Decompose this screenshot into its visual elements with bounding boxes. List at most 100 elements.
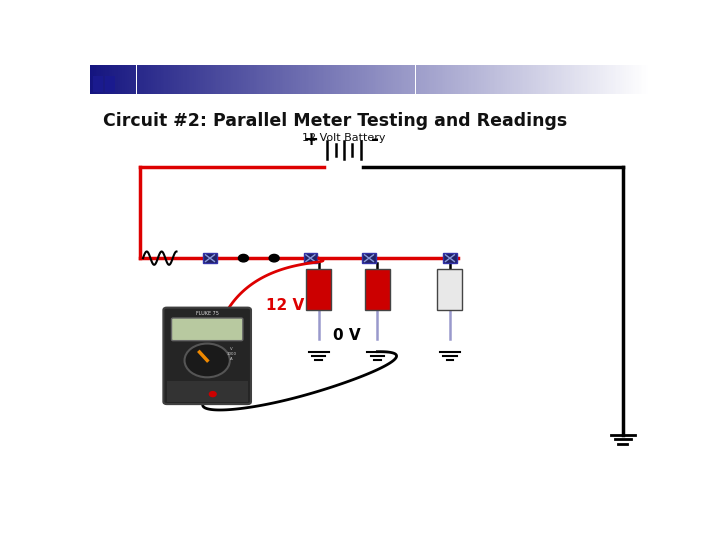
Bar [138, 65, 140, 94]
Bar [406, 65, 408, 94]
Bar [579, 65, 581, 94]
Bar [94, 65, 96, 94]
Bar [594, 65, 596, 94]
Bar [326, 65, 328, 94]
Bar [250, 65, 252, 94]
Bar [526, 65, 527, 94]
Bar [365, 268, 390, 310]
Bar [148, 65, 150, 94]
Bar [371, 65, 373, 94]
Bar [475, 65, 477, 94]
Bar [601, 65, 603, 94]
Bar [291, 65, 293, 94]
Bar [516, 65, 518, 94]
Bar [600, 65, 601, 94]
Bar [333, 65, 336, 94]
Bar [358, 65, 360, 94]
Bar [616, 65, 618, 94]
Bar [328, 65, 330, 94]
Bar [166, 65, 168, 94]
Bar [196, 65, 198, 94]
Bar [348, 65, 351, 94]
Bar [132, 65, 135, 94]
Bar [588, 65, 590, 94]
Bar [364, 65, 365, 94]
Bar [226, 65, 228, 94]
Bar [598, 65, 600, 94]
Bar [315, 65, 317, 94]
Bar [233, 65, 235, 94]
Bar [436, 65, 438, 94]
Bar [555, 65, 557, 94]
Bar [360, 65, 361, 94]
Bar [505, 65, 507, 94]
Bar [380, 65, 382, 94]
Bar [276, 65, 278, 94]
Bar [644, 65, 646, 94]
Bar [412, 65, 413, 94]
Bar [168, 65, 170, 94]
Bar [345, 65, 347, 94]
Bar [189, 65, 190, 94]
Bar [464, 65, 466, 94]
Bar [421, 65, 423, 94]
Bar [105, 76, 115, 84]
Bar [499, 65, 501, 94]
Bar [181, 65, 183, 94]
FancyBboxPatch shape [362, 253, 376, 263]
Bar [460, 65, 462, 94]
Bar [646, 65, 648, 94]
Bar [454, 65, 456, 94]
FancyBboxPatch shape [444, 253, 456, 263]
Bar [311, 65, 313, 94]
Bar [248, 65, 250, 94]
Text: 12 Volt Battery: 12 Volt Battery [302, 132, 386, 143]
Bar [507, 65, 508, 94]
Bar [473, 65, 475, 94]
Bar [142, 65, 144, 94]
Bar [190, 65, 192, 94]
Bar [140, 65, 142, 94]
Bar [547, 65, 549, 94]
Bar [105, 65, 107, 94]
Bar [384, 65, 386, 94]
Bar [198, 65, 199, 94]
Bar [510, 65, 512, 94]
Bar [347, 65, 348, 94]
Bar [244, 65, 246, 94]
Bar [587, 65, 588, 94]
Bar [581, 65, 583, 94]
Bar [293, 65, 294, 94]
Bar [341, 65, 343, 94]
Circle shape [238, 254, 248, 262]
Bar [176, 65, 177, 94]
Bar [440, 65, 441, 94]
Bar [129, 65, 131, 94]
Bar [354, 65, 356, 94]
Bar [112, 65, 114, 94]
Bar [382, 65, 384, 94]
Bar [575, 65, 577, 94]
Bar [418, 65, 419, 94]
Bar [352, 65, 354, 94]
Bar [153, 65, 155, 94]
Bar [204, 65, 205, 94]
Bar [110, 65, 112, 94]
Bar [351, 65, 352, 94]
Text: FLUKE 75: FLUKE 75 [196, 311, 219, 316]
Bar [596, 65, 598, 94]
Bar [520, 65, 521, 94]
Bar [369, 65, 371, 94]
Bar [512, 65, 514, 94]
Bar [613, 65, 615, 94]
Circle shape [210, 392, 216, 396]
Bar [432, 65, 434, 94]
Bar [631, 65, 633, 94]
Text: -: - [371, 130, 379, 149]
Bar [444, 65, 445, 94]
Bar [603, 65, 606, 94]
Bar [252, 65, 253, 94]
Bar [427, 65, 428, 94]
Bar [243, 65, 244, 94]
Bar [183, 65, 185, 94]
